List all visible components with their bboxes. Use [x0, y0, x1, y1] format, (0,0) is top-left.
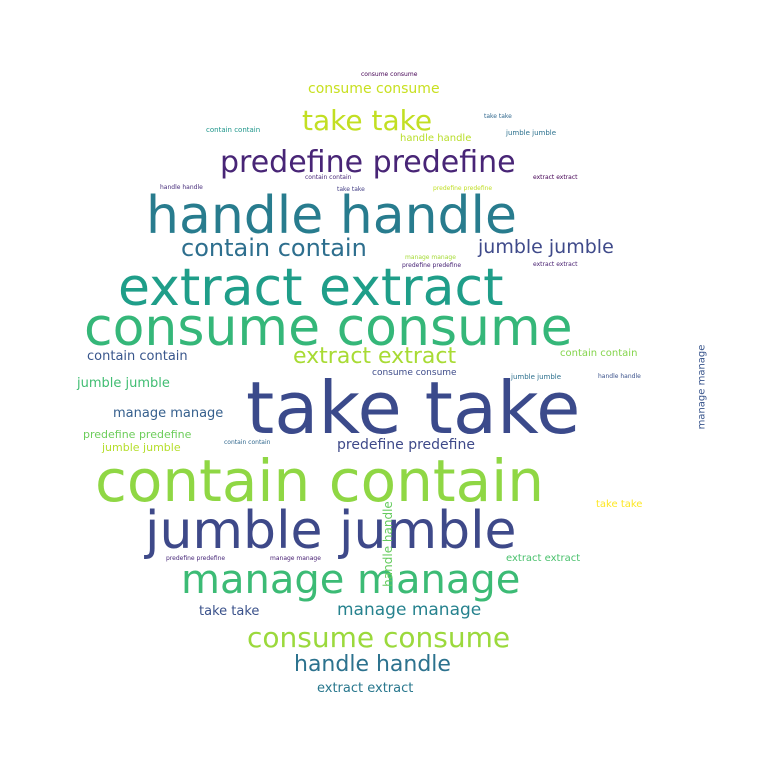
cloud-word: contain contain	[95, 447, 545, 515]
cloud-word: consume consume	[308, 81, 440, 97]
cloud-word: handle handle	[146, 186, 517, 246]
cloud-word: handle handle	[160, 184, 203, 191]
cloud-word: jumble jumble	[102, 441, 181, 454]
cloud-word: extract extract	[506, 553, 581, 564]
cloud-word: extract extract	[118, 258, 504, 318]
cloud-word: take take	[337, 186, 365, 193]
cloud-word: manage manage	[270, 555, 321, 562]
cloud-word: extract extract	[533, 174, 578, 181]
cloud-word: handle handle	[380, 501, 395, 587]
cloud-word: handle handle	[400, 133, 472, 144]
cloud-word: consume consume	[247, 621, 511, 654]
cloud-word: jumble jumble	[145, 501, 517, 561]
cloud-word: handle handle	[294, 652, 451, 677]
cloud-word: take take	[596, 499, 643, 510]
cloud-word: take take	[484, 113, 512, 120]
cloud-word: jumble jumble	[77, 376, 170, 391]
cloud-word: contain contain	[181, 234, 367, 262]
cloud-word: contain contain	[87, 349, 188, 364]
cloud-word: jumble jumble	[506, 129, 557, 137]
cloud-word: handle handle	[598, 373, 641, 380]
cloud-word: jumble jumble	[511, 373, 562, 381]
cloud-word: manage manage	[337, 600, 482, 620]
cloud-word: contain contain	[305, 174, 352, 181]
cloud-word: consume consume	[361, 71, 418, 78]
cloud-word: take take	[199, 604, 260, 619]
cloud-word: extract extract	[293, 344, 457, 369]
cloud-word: predefine predefine	[83, 428, 192, 441]
cloud-word: contain contain	[206, 126, 261, 134]
cloud-word: predefine predefine	[433, 185, 493, 192]
cloud-word: manage manage	[181, 557, 521, 603]
cloud-word: manage manage	[696, 344, 708, 430]
cloud-word: take take	[246, 366, 581, 450]
cloud-word: predefine predefine	[166, 555, 226, 562]
cloud-word: manage manage	[113, 406, 224, 421]
cloud-word: contain contain	[560, 348, 638, 359]
cloud-word: extract extract	[317, 681, 414, 696]
cloud-word: consume consume	[84, 298, 573, 358]
cloud-word: predefine predefine	[220, 145, 516, 180]
cloud-word: predefine predefine	[402, 262, 462, 269]
cloud-word: predefine predefine	[337, 437, 475, 453]
cloud-word: manage manage	[405, 254, 456, 261]
cloud-word: contain contain	[224, 439, 271, 446]
cloud-word: extract extract	[533, 261, 578, 268]
cloud-word: jumble jumble	[478, 236, 614, 258]
cloud-word: consume consume	[372, 368, 457, 378]
cloud-word: take take	[302, 104, 433, 137]
